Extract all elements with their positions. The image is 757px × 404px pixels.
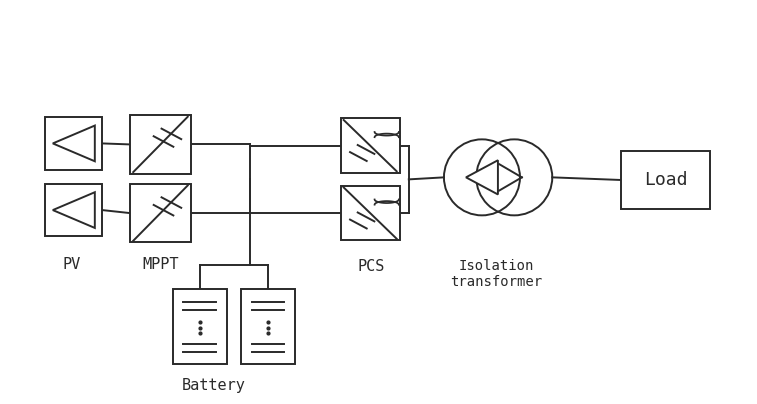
Text: Load: Load [643, 171, 687, 189]
Bar [241, 289, 295, 364]
Bar [45, 117, 102, 170]
Text: PV: PV [63, 257, 81, 271]
Polygon shape [53, 192, 95, 228]
Text: Isolation
transformer: Isolation transformer [450, 259, 542, 289]
Bar [621, 151, 710, 209]
Polygon shape [466, 160, 498, 194]
Bar [130, 184, 191, 242]
Bar [45, 184, 102, 236]
Bar [341, 186, 400, 240]
Bar [341, 118, 400, 173]
Text: PCS: PCS [357, 259, 385, 274]
Text: Battery: Battery [182, 378, 245, 393]
Polygon shape [53, 126, 95, 161]
Text: MPPT: MPPT [142, 257, 179, 271]
Bar [173, 289, 227, 364]
Bar [130, 115, 191, 174]
